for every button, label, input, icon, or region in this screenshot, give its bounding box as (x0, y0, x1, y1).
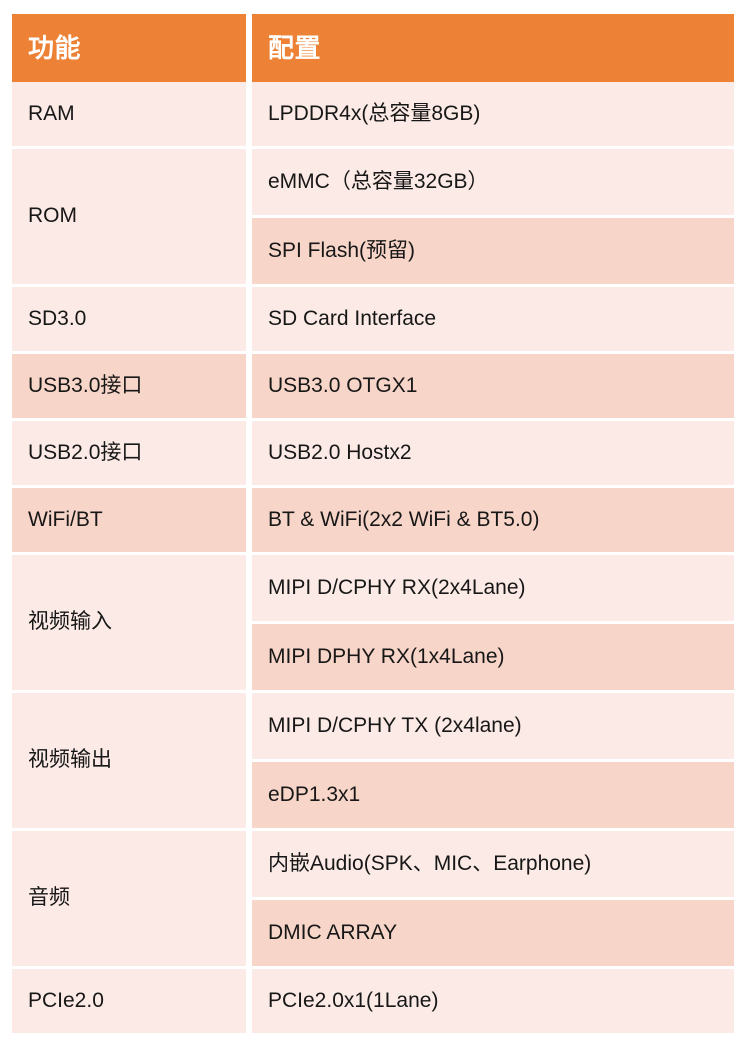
table-row: 视频输出 MIPI D/CPHY TX (2x4lane) (12, 693, 734, 831)
config-cell: PCIe2.0x1(1Lane) (252, 969, 734, 1036)
table-row: USB3.0接口 USB3.0 OTGX1 (12, 354, 734, 421)
feature-cell: 视频输出 (12, 693, 252, 831)
header-row: 功能 配置 (12, 14, 734, 82)
table-row: ROM eMMC（总容量32GB） (12, 149, 734, 287)
table-row: MIPI DPHY RX(1x4Lane) (12, 624, 734, 693)
feature-cell: 音频 (12, 831, 252, 969)
table-row: RAM LPDDR4x(总容量8GB) (12, 82, 734, 149)
config-cell: LPDDR4x(总容量8GB) (252, 82, 734, 149)
table-row: eDP1.3x1 (12, 762, 734, 831)
feature-cell: WiFi/BT (12, 488, 252, 555)
table-row: 音频 内嵌Audio(SPK、MIC、Earphone) (12, 831, 734, 969)
feature-cell: PCIe2.0 (12, 969, 252, 1036)
config-cell: MIPI D/CPHY RX(2x4Lane) (252, 555, 734, 624)
table-row: 视频输入 MIPI D/CPHY RX(2x4Lane) (12, 555, 734, 693)
config-cell: SPI Flash(预留) (252, 218, 734, 287)
table-row: SPI Flash(预留) (12, 218, 734, 287)
feature-cell: SD3.0 (12, 287, 252, 354)
table-header: 功能 配置 (12, 14, 734, 82)
config-cell: DMIC ARRAY (252, 900, 734, 969)
feature-cell: RAM (12, 82, 252, 149)
table-body: RAM LPDDR4x(总容量8GB) ROM eMMC（总容量32GB） SPI Fl… (12, 82, 734, 1036)
config-cell: eMMC（总容量32GB） (252, 149, 734, 218)
feature-cell: USB2.0接口 (12, 421, 252, 488)
column-header-feature: 功能 (12, 14, 252, 82)
table-row: USB2.0接口 USB2.0 Hostx2 (12, 421, 734, 488)
column-header-config: 配置 (252, 14, 734, 82)
table-row: PCIe2.0 PCIe2.0x1(1Lane) (12, 969, 734, 1036)
table-row: DMIC ARRAY (12, 900, 734, 969)
feature-cell: 视频输入 (12, 555, 252, 693)
config-cell: MIPI DPHY RX(1x4Lane) (252, 624, 734, 693)
config-cell: USB2.0 Hostx2 (252, 421, 734, 488)
config-cell: 内嵌Audio(SPK、MIC、Earphone) (252, 831, 734, 900)
specification-table: 功能 配置 RAM LPDDR4x(总容量8GB) ROM eMMC（总容量32GB）… (12, 14, 734, 1036)
config-cell: eDP1.3x1 (252, 762, 734, 831)
feature-cell: ROM (12, 149, 252, 287)
config-cell: BT & WiFi(2x2 WiFi & BT5.0) (252, 488, 734, 555)
table-row: WiFi/BT BT & WiFi(2x2 WiFi & BT5.0) (12, 488, 734, 555)
feature-cell: USB3.0接口 (12, 354, 252, 421)
config-cell: SD Card Interface (252, 287, 734, 354)
config-cell: MIPI D/CPHY TX (2x4lane) (252, 693, 734, 762)
config-cell: USB3.0 OTGX1 (252, 354, 734, 421)
table-row: SD3.0 SD Card Interface (12, 287, 734, 354)
